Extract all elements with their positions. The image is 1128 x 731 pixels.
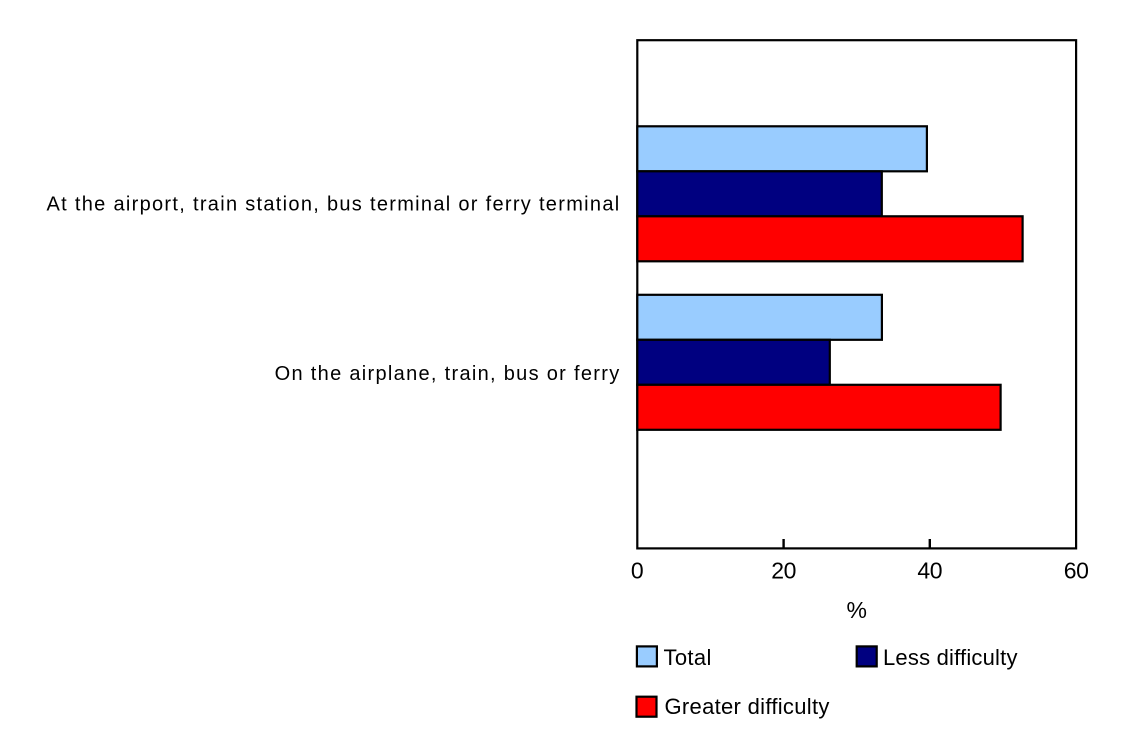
svg-text:%: %: [846, 597, 866, 623]
svg-text:Less difficulty: Less difficulty: [883, 645, 1018, 670]
svg-text:60: 60: [1064, 558, 1089, 584]
svg-text:Greater difficulty: Greater difficulty: [665, 694, 830, 719]
svg-text:At the airport, train station,: At the airport, train station, bus termi…: [47, 193, 621, 215]
svg-text:20: 20: [771, 558, 796, 584]
svg-text:On the airplane, train, bus or: On the airplane, train, bus or ferry: [275, 363, 621, 385]
svg-text:0: 0: [631, 558, 644, 584]
svg-text:40: 40: [917, 558, 942, 584]
svg-text:Total: Total: [664, 645, 712, 670]
